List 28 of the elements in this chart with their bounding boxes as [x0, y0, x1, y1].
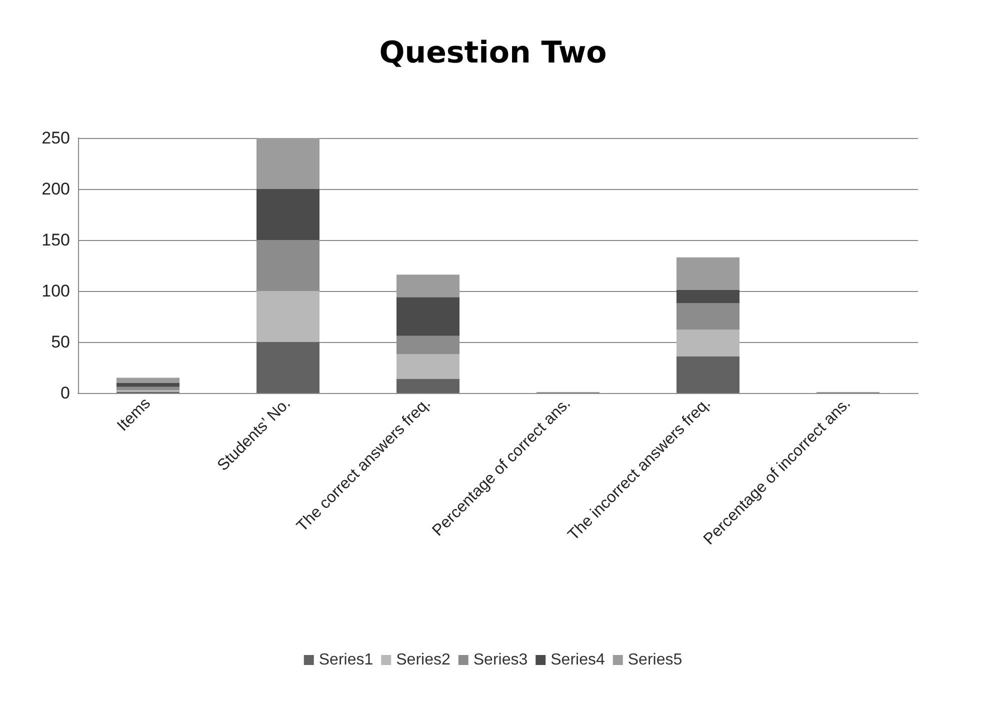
bar — [396, 297, 460, 336]
bar — [116, 382, 180, 387]
legend-label: Series1 — [318, 652, 374, 668]
bar — [256, 189, 320, 240]
legend-label: Series3 — [473, 652, 528, 668]
y-tick-label: 200 — [42, 180, 70, 198]
legend-label: Series4 — [550, 652, 605, 668]
y-tick-label: 50 — [51, 332, 70, 352]
bar — [676, 257, 740, 290]
bar — [256, 291, 320, 342]
chart-title: Question Two — [379, 36, 607, 70]
bar — [116, 378, 180, 383]
bar — [676, 303, 740, 330]
legend-label: Series2 — [396, 652, 450, 668]
y-tick-label: 0 — [60, 384, 70, 402]
bar — [676, 356, 740, 393]
bar — [676, 290, 740, 304]
bar — [116, 386, 180, 390]
bar — [396, 378, 460, 393]
y-tick-label: 250 — [42, 128, 70, 148]
bar — [396, 354, 460, 379]
y-tick-label: 150 — [42, 230, 70, 250]
bar — [256, 342, 320, 393]
legend-label: Series5 — [628, 652, 682, 668]
bar — [396, 274, 460, 298]
y-tick-label: 100 — [42, 282, 70, 300]
bar — [676, 330, 740, 356]
bar — [256, 138, 320, 189]
